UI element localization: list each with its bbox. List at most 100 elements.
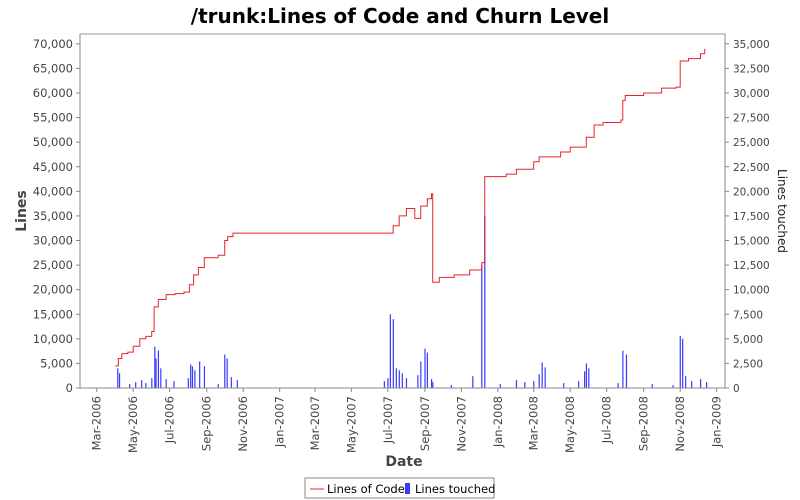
churn-bar bbox=[588, 368, 590, 388]
left-tick-label: 20,000 bbox=[33, 283, 73, 297]
x-axis: Mar-2006 May-2006 Jul-2006 Sep-2006 Nov-2006… bbox=[80, 387, 725, 453]
churn-bar bbox=[420, 361, 422, 388]
legend-swatch-churn bbox=[405, 483, 410, 494]
legend-label-churn: Lines touched bbox=[415, 482, 495, 496]
churn-bar bbox=[145, 383, 147, 388]
churn-bar bbox=[524, 382, 526, 388]
right-tick-label: 7,500 bbox=[733, 309, 763, 321]
left-tick-label: 60,000 bbox=[33, 86, 73, 100]
churn-bar bbox=[533, 381, 535, 388]
x-tick-label: Sep-2006 bbox=[200, 396, 214, 451]
x-tick-label: Sep-2007 bbox=[418, 396, 432, 451]
churn-bar bbox=[622, 350, 624, 388]
lines-of-code-line bbox=[115, 48, 706, 367]
churn-bar bbox=[118, 373, 121, 388]
churn-bar bbox=[538, 374, 540, 388]
churn-bar bbox=[705, 382, 708, 388]
churn-bar bbox=[563, 383, 565, 388]
churn-bar bbox=[226, 358, 228, 388]
churn-bar bbox=[685, 376, 687, 388]
right-tick-label: 20,000 bbox=[733, 186, 770, 198]
churn-bar bbox=[165, 379, 167, 388]
x-tick-label: May-2006 bbox=[126, 396, 140, 453]
x-tick-label: Sep-2008 bbox=[637, 396, 651, 451]
churn-bar bbox=[432, 382, 434, 388]
y-axis-label: Lines bbox=[14, 190, 30, 232]
churn-bar bbox=[617, 383, 619, 388]
churn-bar bbox=[230, 377, 232, 388]
churn-bar bbox=[541, 362, 543, 388]
churn-bar bbox=[135, 382, 137, 388]
right-tick-label: 5,000 bbox=[733, 334, 763, 346]
churn-bar bbox=[392, 319, 394, 388]
x-tick-label: Jul-2008 bbox=[600, 396, 614, 444]
x-tick-label: May-2008 bbox=[563, 396, 577, 453]
right-tick-label: 10,000 bbox=[733, 285, 770, 297]
churn-bar bbox=[151, 378, 153, 388]
left-tick-label: 10,000 bbox=[33, 332, 73, 346]
churn-bar bbox=[141, 380, 143, 388]
churn-bar bbox=[173, 381, 175, 388]
x-tick-label: Jan-2007 bbox=[273, 396, 287, 448]
churn-bar bbox=[387, 378, 389, 388]
right-tick-label: 12,500 bbox=[733, 260, 770, 272]
chart-title: /trunk:Lines of Code and Churn Level bbox=[191, 4, 609, 28]
churn-bar bbox=[117, 368, 119, 388]
left-tick-label: 0 bbox=[66, 381, 73, 395]
left-tick-label: 30,000 bbox=[33, 234, 73, 248]
churn-bar bbox=[484, 215, 486, 388]
churn-bar bbox=[585, 363, 588, 388]
right-tick-label: 22,500 bbox=[733, 162, 770, 174]
churn-bar bbox=[389, 314, 391, 388]
left-tick-label: 35,000 bbox=[33, 209, 73, 223]
right-tick-label: 2,500 bbox=[733, 358, 763, 370]
legend-box bbox=[304, 477, 495, 499]
churn-bar bbox=[651, 384, 653, 388]
churn-bar bbox=[395, 368, 397, 388]
right-tick-label: 35,000 bbox=[733, 39, 770, 51]
churn-bar bbox=[398, 370, 400, 388]
churn-bar bbox=[578, 381, 580, 388]
left-tick-label: 70,000 bbox=[33, 37, 73, 51]
x-axis-label: Date bbox=[385, 454, 422, 470]
y-right-axis-label: Lines touched bbox=[775, 169, 789, 253]
churn-bar bbox=[129, 384, 131, 388]
x-tick-label: Nov-2008 bbox=[673, 396, 687, 452]
right-tick-label: 15,000 bbox=[733, 236, 770, 248]
x-tick-label: Nov-2007 bbox=[454, 396, 468, 452]
churn-bar bbox=[191, 366, 194, 388]
left-axis: 0 5,000 10,000 15,000 20,000 25,000 30,000 35,0… bbox=[33, 34, 81, 395]
churn-bars bbox=[117, 215, 708, 388]
churn-bar bbox=[699, 379, 702, 388]
churn-bar bbox=[544, 367, 546, 388]
left-tick-label: 45,000 bbox=[33, 160, 73, 174]
right-tick-label: 27,500 bbox=[733, 113, 770, 125]
churn-bar bbox=[160, 368, 162, 388]
churn-bar bbox=[672, 385, 674, 388]
x-tick-label: Mar-2007 bbox=[308, 396, 322, 450]
left-tick-label: 40,000 bbox=[33, 184, 73, 198]
left-tick-label: 5,000 bbox=[40, 356, 73, 370]
churn-bar bbox=[450, 385, 452, 388]
churn-bar bbox=[625, 354, 628, 388]
churn-bar bbox=[515, 380, 518, 388]
churn-bar bbox=[679, 335, 681, 388]
legend-label-loc: Lines of Code bbox=[327, 482, 405, 496]
right-tick-label: 25,000 bbox=[733, 137, 770, 149]
churn-bar bbox=[417, 375, 419, 388]
churn-bar bbox=[426, 352, 429, 388]
churn-bar bbox=[199, 361, 201, 388]
churn-bar bbox=[154, 346, 156, 388]
right-tick-label: 32,500 bbox=[733, 63, 770, 75]
churn-bar bbox=[155, 358, 157, 388]
churn-bar bbox=[472, 376, 474, 388]
x-tick-label: Nov-2006 bbox=[236, 396, 250, 452]
churn-bar bbox=[187, 378, 189, 388]
churn-bar bbox=[157, 350, 160, 388]
x-tick-label: Mar-2008 bbox=[527, 396, 541, 450]
x-tick-label: Mar-2006 bbox=[90, 396, 104, 450]
churn-bar bbox=[584, 371, 586, 388]
left-tick-label: 15,000 bbox=[33, 307, 73, 321]
churn-bar bbox=[481, 265, 483, 388]
churn-bar bbox=[190, 364, 192, 388]
